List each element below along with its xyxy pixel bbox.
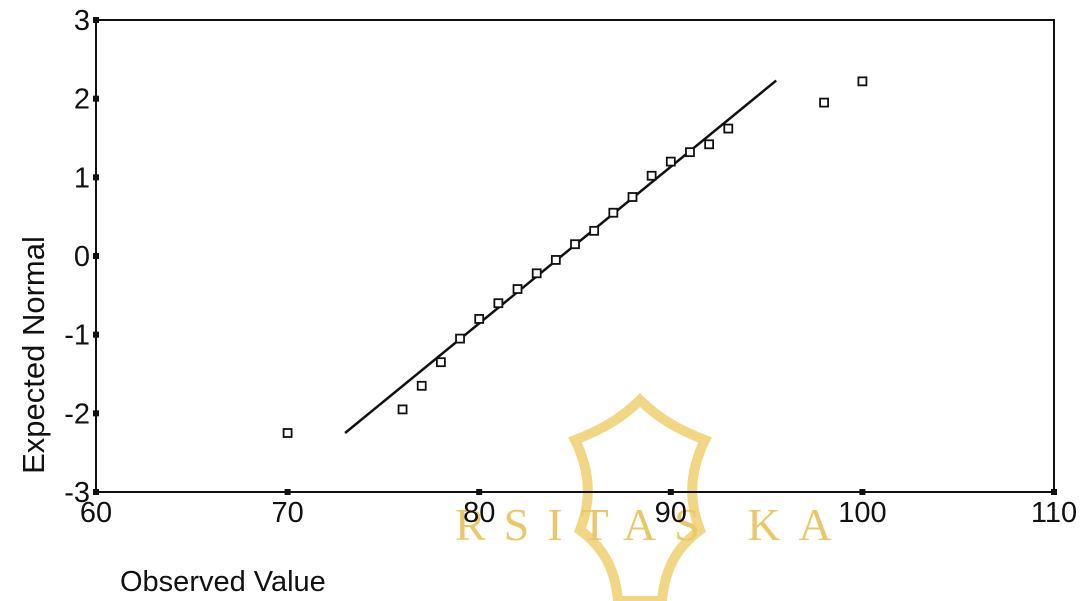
y-tick-mark <box>93 253 99 259</box>
x-tick-mark <box>476 489 483 495</box>
x-tick-mark <box>667 489 674 495</box>
y-tick-label: -2 <box>64 398 90 430</box>
data-point <box>512 284 523 294</box>
x-tick-label: 90 <box>655 497 687 529</box>
y-tick-label: 2 <box>74 84 90 116</box>
data-points <box>282 76 868 438</box>
y-tick-label: 3 <box>74 5 90 37</box>
data-point <box>589 225 600 236</box>
x-tick-label: 70 <box>271 497 303 529</box>
data-point <box>416 380 427 391</box>
y-tick-mark <box>93 331 99 338</box>
watermark-crest <box>568 392 712 601</box>
x-axis-label: Observed Value <box>120 566 326 598</box>
data-point <box>627 192 638 202</box>
x-tick-label: 110 <box>1031 497 1077 529</box>
y-tick-label: -3 <box>64 477 90 509</box>
data-point <box>857 76 868 87</box>
watermark-text: RSITAS KA <box>455 499 850 550</box>
data-point <box>723 123 734 134</box>
x-tick-mark <box>859 489 866 495</box>
data-point <box>608 207 619 218</box>
y-tick-mark <box>93 174 99 181</box>
x-tick-label: 100 <box>838 497 886 529</box>
y-tick-mark <box>93 95 99 102</box>
data-point <box>819 97 829 108</box>
data-point <box>704 139 715 150</box>
y-tick-mark <box>93 410 99 417</box>
x-tick-label: 60 <box>80 497 112 529</box>
data-point <box>493 298 504 309</box>
y-tick-mark <box>93 17 99 23</box>
y-axis-label: Expected Normal <box>16 236 51 474</box>
x-tick-mark <box>1051 489 1057 495</box>
data-point <box>646 170 657 181</box>
x-axis: 60 70 80 90 100 110 <box>80 489 1077 529</box>
data-point <box>665 156 676 167</box>
x-tick-mark <box>284 489 291 495</box>
y-tick-label: -1 <box>64 320 90 352</box>
x-tick-label: 80 <box>463 497 495 529</box>
data-point <box>397 404 408 415</box>
watermark-seal: RSITAS KA <box>455 392 850 601</box>
y-tick-label: 1 <box>74 162 90 194</box>
data-point <box>550 255 561 265</box>
y-axis: 3 2 1 0 -1 -2 -3 <box>64 5 99 509</box>
data-point <box>455 333 465 344</box>
data-point <box>531 268 542 279</box>
data-point <box>474 314 485 324</box>
x-tick-mark <box>93 489 99 495</box>
plot-area <box>95 19 1055 493</box>
data-point <box>435 357 446 368</box>
data-point <box>282 428 293 438</box>
y-tick-label: 0 <box>74 241 90 273</box>
data-point <box>570 239 580 250</box>
data-point <box>685 147 695 158</box>
